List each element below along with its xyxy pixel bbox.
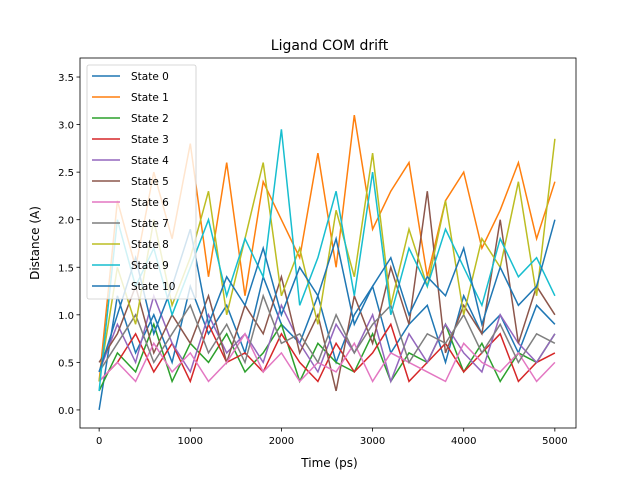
series-line-state-7 <box>98 293 556 373</box>
legend-label: State 8 <box>131 239 169 251</box>
y-tick-label: 1.5 <box>58 263 74 274</box>
y-tick-label: 2.0 <box>58 216 74 227</box>
y-tick-label: 1.0 <box>58 311 74 322</box>
y-axis-label: Distance (A) <box>28 206 42 280</box>
x-tick-label: 0 <box>96 436 102 447</box>
y-tick-label: 3.5 <box>58 73 74 84</box>
y-tick-label: 0.0 <box>58 406 74 417</box>
series-line-state-6 <box>98 332 556 383</box>
x-tick-label: 4000 <box>451 436 476 447</box>
legend-label: State 6 <box>131 197 169 209</box>
series-line-state-9 <box>98 129 556 391</box>
y-tick-label: 0.5 <box>58 358 74 369</box>
series-line-state-5 <box>98 191 556 392</box>
plot-frame <box>79 57 577 429</box>
x-tick-label: 1000 <box>178 436 203 447</box>
chart-title: Ligand COM drift <box>271 38 389 54</box>
x-tick-label: 5000 <box>542 436 567 447</box>
legend-label: State 3 <box>131 134 169 146</box>
legend-label: State 1 <box>131 92 169 104</box>
legend-box <box>86 64 197 300</box>
legend: State 0 State 1 State 2 State 3 State 4 State… <box>86 64 197 300</box>
y-tick-label: 2.5 <box>58 168 74 179</box>
legend-label: State 10 <box>131 281 176 293</box>
legend-label: State 5 <box>131 176 169 188</box>
legend-label: State 0 <box>131 71 169 83</box>
x-axis-label: Time (ps) <box>300 456 357 470</box>
x-tick-label: 2000 <box>269 436 294 447</box>
legend-label: State 4 <box>131 155 169 167</box>
axes: 0 1000 2000 3000 4000 5000 0.0 0.5 1.0 1.5 2.0 2.5 3… <box>58 57 577 447</box>
series-line-state-3 <box>98 322 556 384</box>
legend-label: State 2 <box>131 113 169 125</box>
series-line-state-4 <box>98 293 556 384</box>
legend-label: State 9 <box>131 260 169 272</box>
legend-label: State 7 <box>131 218 169 230</box>
x-tick-label: 3000 <box>360 436 385 447</box>
y-tick-label: 3.0 <box>58 121 74 132</box>
